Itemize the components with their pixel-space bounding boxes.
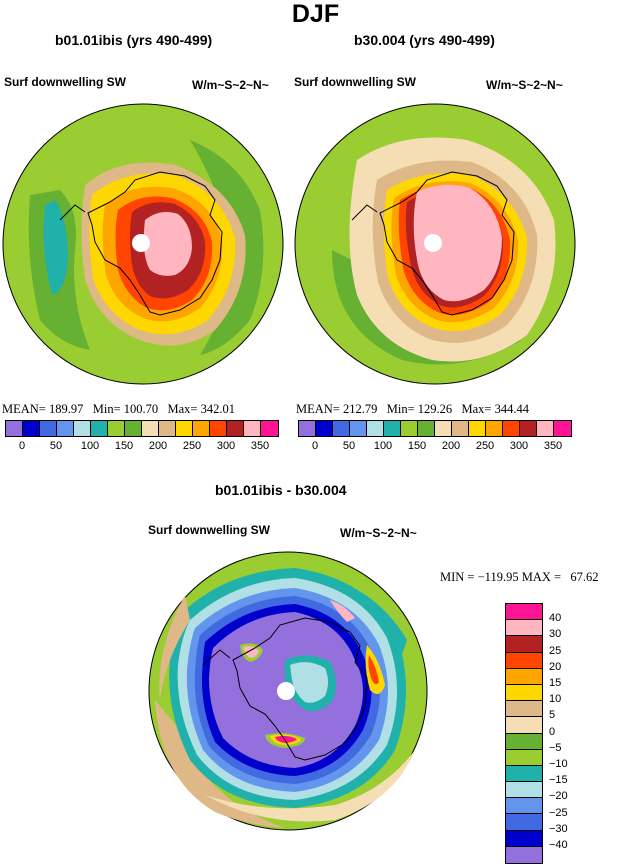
colorbar-swatch xyxy=(503,421,520,436)
colorbar-tick-label: −40 xyxy=(549,839,568,851)
colorbar-swatch xyxy=(506,668,542,685)
panel1-units: W/m~S~2~N~ xyxy=(192,78,269,92)
colorbar-tick-label: 40 xyxy=(549,612,562,625)
colorbar-tick-label: 300 xyxy=(509,440,529,452)
colorbar-swatch xyxy=(506,701,542,718)
colorbar-swatch xyxy=(299,421,316,436)
colorbar-swatch xyxy=(142,421,159,436)
panel2-colorbar xyxy=(298,420,572,437)
colorbar-swatch xyxy=(193,421,210,436)
colorbar-tick-label: 200 xyxy=(441,440,461,452)
colorbar-tick-label: 250 xyxy=(182,440,202,452)
colorbar-swatch xyxy=(452,421,469,436)
colorbar-tick-label: −30 xyxy=(549,822,568,835)
colorbar-tick-label: 350 xyxy=(250,440,270,452)
colorbar-swatch xyxy=(506,604,542,621)
colorbar-tick-label: 10 xyxy=(549,693,562,706)
panel2-title: b30.004 (yrs 490-499) xyxy=(354,32,495,48)
colorbar-swatch xyxy=(210,421,227,436)
panel3-title: b01.01ibis - b30.004 xyxy=(215,482,347,498)
colorbar-tick-label: 0 xyxy=(549,725,556,738)
colorbar-swatch xyxy=(333,421,350,436)
panel3-variable: Surf downwelling SW xyxy=(148,523,270,537)
colorbar-swatch xyxy=(520,421,537,436)
colorbar-tick-label: −10 xyxy=(549,758,568,770)
colorbar-tick-label: 350 xyxy=(543,440,563,452)
colorbar-swatch xyxy=(418,421,435,436)
colorbar-tick-label: 150 xyxy=(407,440,427,452)
colorbar-tick-label: 15 xyxy=(549,677,562,689)
panel1-title: b01.01ibis (yrs 490-499) xyxy=(55,32,213,48)
panel3-units: W/m~S~2~N~ xyxy=(340,526,417,540)
panel1-variable: Surf downwelling SW xyxy=(4,75,126,89)
colorbar-swatch xyxy=(506,765,542,783)
panel2-variable: Surf downwelling SW xyxy=(294,75,416,89)
colorbar-swatch xyxy=(506,798,542,815)
colorbar-tick-label: −25 xyxy=(549,806,568,819)
colorbar-tick-label: 30 xyxy=(549,628,562,641)
colorbar-swatch xyxy=(506,846,542,863)
colorbar-tick-label: 5 xyxy=(549,709,556,722)
colorbar-swatch xyxy=(125,421,142,436)
colorbar-swatch xyxy=(108,421,125,436)
colorbar-tick-label: −20 xyxy=(549,790,568,803)
panel2-units: W/m~S~2~N~ xyxy=(486,78,563,92)
colorbar-swatch xyxy=(244,421,261,436)
colorbar-swatch xyxy=(91,421,108,436)
colorbar-tick-label: 250 xyxy=(475,440,495,452)
colorbar-swatch xyxy=(506,749,542,766)
colorbar-tick-label: 0 xyxy=(311,440,319,452)
colorbar-tick-label: 300 xyxy=(216,440,236,452)
colorbar-tick-label: 20 xyxy=(549,660,562,673)
colorbar-swatch xyxy=(176,421,193,436)
colorbar-swatch xyxy=(506,620,542,637)
colorbar-swatch xyxy=(384,421,401,436)
colorbar-swatch xyxy=(6,421,23,436)
main-title: DJF xyxy=(291,0,340,28)
panel1-map xyxy=(2,103,284,385)
colorbar-swatch xyxy=(506,684,542,702)
colorbar-tick-label: −5 xyxy=(549,741,562,754)
colorbar-swatch xyxy=(261,421,278,436)
colorbar-swatch xyxy=(57,421,74,436)
colorbar-swatch xyxy=(40,421,57,436)
colorbar-swatch xyxy=(486,421,503,436)
colorbar-swatch xyxy=(506,636,542,653)
colorbar-tick-label: 50 xyxy=(342,440,356,452)
colorbar-tick-label: 25 xyxy=(549,644,562,657)
colorbar-swatch xyxy=(469,421,486,436)
colorbar-tick-label: 150 xyxy=(114,440,134,452)
colorbar-swatch xyxy=(74,421,91,436)
colorbar-tick-label: 200 xyxy=(148,440,168,452)
colorbar-swatch xyxy=(506,830,542,847)
panel2-stats: MEAN= 212.79 Min= 129.26 Max= 344.44 xyxy=(296,402,529,416)
colorbar-swatch xyxy=(350,421,367,436)
colorbar-swatch xyxy=(506,652,542,669)
colorbar-swatch xyxy=(506,733,542,750)
panel3-stats: MIN = −119.95 MAX = 67.62 xyxy=(440,570,599,584)
colorbar-swatch xyxy=(506,782,542,799)
colorbar-swatch xyxy=(506,814,542,831)
colorbar-swatch xyxy=(227,421,244,436)
panel2-map xyxy=(294,103,576,385)
colorbar-swatch xyxy=(159,421,176,436)
panel1-colorbar xyxy=(5,420,279,437)
colorbar-tick-label: −15 xyxy=(549,774,568,787)
colorbar-swatch xyxy=(435,421,452,436)
colorbar-swatch xyxy=(537,421,554,436)
colorbar-tick-label: 0 xyxy=(18,440,26,452)
colorbar-swatch xyxy=(367,421,384,436)
panel3-colorbar xyxy=(505,603,543,864)
colorbar-swatch xyxy=(554,421,571,436)
panel1-stats: MEAN= 189.97 Min= 100.70 Max= 342.01 xyxy=(2,402,235,416)
colorbar-swatch xyxy=(401,421,418,436)
colorbar-swatch xyxy=(23,421,40,436)
colorbar-tick-label: 100 xyxy=(80,440,100,452)
colorbar-swatch xyxy=(316,421,333,436)
panel3-map xyxy=(148,551,428,831)
colorbar-tick-label: 100 xyxy=(373,440,393,452)
colorbar-tick-label: 50 xyxy=(49,440,63,452)
colorbar-swatch xyxy=(506,717,542,734)
